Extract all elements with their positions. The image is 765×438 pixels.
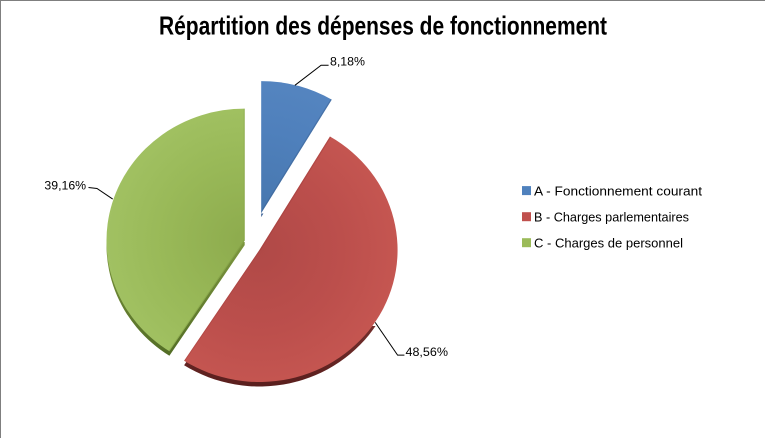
svg-text:8,18%: 8,18%	[330, 54, 365, 68]
svg-text:39,16%: 39,16%	[44, 178, 86, 192]
svg-text:C - Charges de personnel: C - Charges de personnel	[534, 236, 683, 251]
svg-text:B - Charges parlementaires: B - Charges parlementaires	[534, 210, 689, 225]
svg-text:A - Fonctionnement courant: A - Fonctionnement courant	[534, 183, 702, 198]
svg-text:Répartition des dépenses de fo: Répartition des dépenses de fonctionneme…	[159, 10, 607, 40]
svg-text:48,56%: 48,56%	[406, 345, 449, 359]
